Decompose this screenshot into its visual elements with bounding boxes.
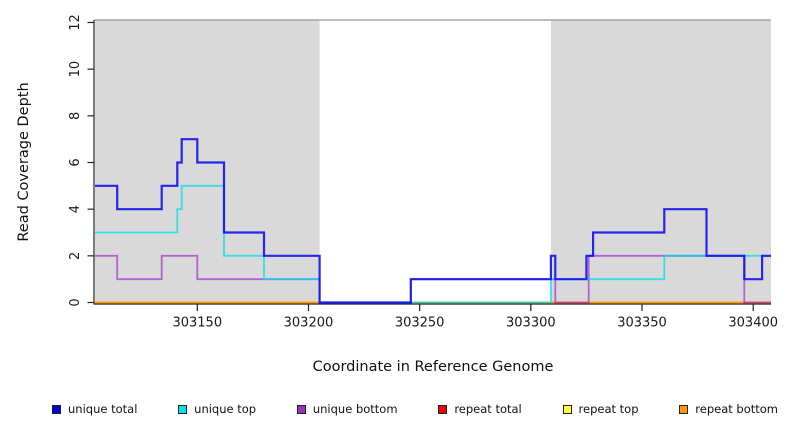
shaded-region bbox=[550, 20, 771, 304]
legend-label: unique top bbox=[194, 402, 257, 416]
legend-label: repeat total bbox=[454, 402, 522, 416]
y-tick-label: 12 bbox=[68, 14, 83, 31]
legend-label: repeat bottom bbox=[695, 402, 778, 416]
x-tick-label: 303250 bbox=[395, 316, 445, 331]
coverage-step-lines bbox=[95, 138, 771, 304]
legend-swatch-unique-bottom bbox=[296, 404, 306, 414]
y-tick-label: 8 bbox=[68, 112, 83, 120]
shaded-repeat-regions bbox=[94, 19, 771, 304]
legend-item-repeat-total: repeat total bbox=[438, 402, 522, 416]
legend-swatch-unique-top bbox=[178, 404, 188, 414]
legend-swatch-repeat-top bbox=[562, 404, 572, 414]
legend-item-unique-top: unique top bbox=[178, 402, 256, 416]
x-tick-label: 303200 bbox=[284, 316, 334, 331]
legend-item-repeat-top: repeat top bbox=[562, 402, 639, 416]
legend-swatch-unique-total bbox=[52, 404, 61, 414]
series-unique-top bbox=[95, 184, 771, 304]
x-axis-title: Coordinate in Reference Genome bbox=[313, 359, 554, 375]
x-tick-label: 303400 bbox=[728, 316, 778, 331]
x-tick-label: 303300 bbox=[506, 316, 556, 331]
legend-label: unique bottom bbox=[312, 402, 398, 416]
y-tick-label: 6 bbox=[68, 158, 83, 166]
coverage-chart-canvas: 0 2 4 6 8 10 12 303150 303200 303250 303300 303350 3… bbox=[16, 14, 778, 375]
legend-item-unique-total: unique total bbox=[52, 402, 137, 416]
legend-label: repeat top bbox=[578, 402, 639, 416]
legend-swatch-repeat-total bbox=[438, 404, 448, 414]
y-tick-label: 0 bbox=[68, 298, 83, 306]
legend-item-unique-bottom: unique bottom bbox=[296, 402, 398, 416]
y-tick-label: 10 bbox=[68, 61, 83, 78]
chart-legend: unique total unique top unique bottom repea… bbox=[0, 397, 792, 421]
y-tick-label: 4 bbox=[68, 205, 83, 213]
y-axis-title: Read Coverage Depth bbox=[16, 82, 32, 241]
legend-item-repeat-bottom: repeat bottom bbox=[679, 402, 778, 416]
legend-swatch-repeat-bottom bbox=[679, 404, 689, 414]
axes: 0 2 4 6 8 10 12 303150 303200 303250 303300 303350 3… bbox=[68, 14, 778, 330]
y-tick-label: 2 bbox=[68, 252, 83, 260]
x-tick-label: 303350 bbox=[617, 316, 667, 331]
x-tick-label: 303150 bbox=[172, 316, 222, 331]
series-unique-total bbox=[95, 138, 771, 304]
legend-label: unique total bbox=[68, 402, 138, 416]
